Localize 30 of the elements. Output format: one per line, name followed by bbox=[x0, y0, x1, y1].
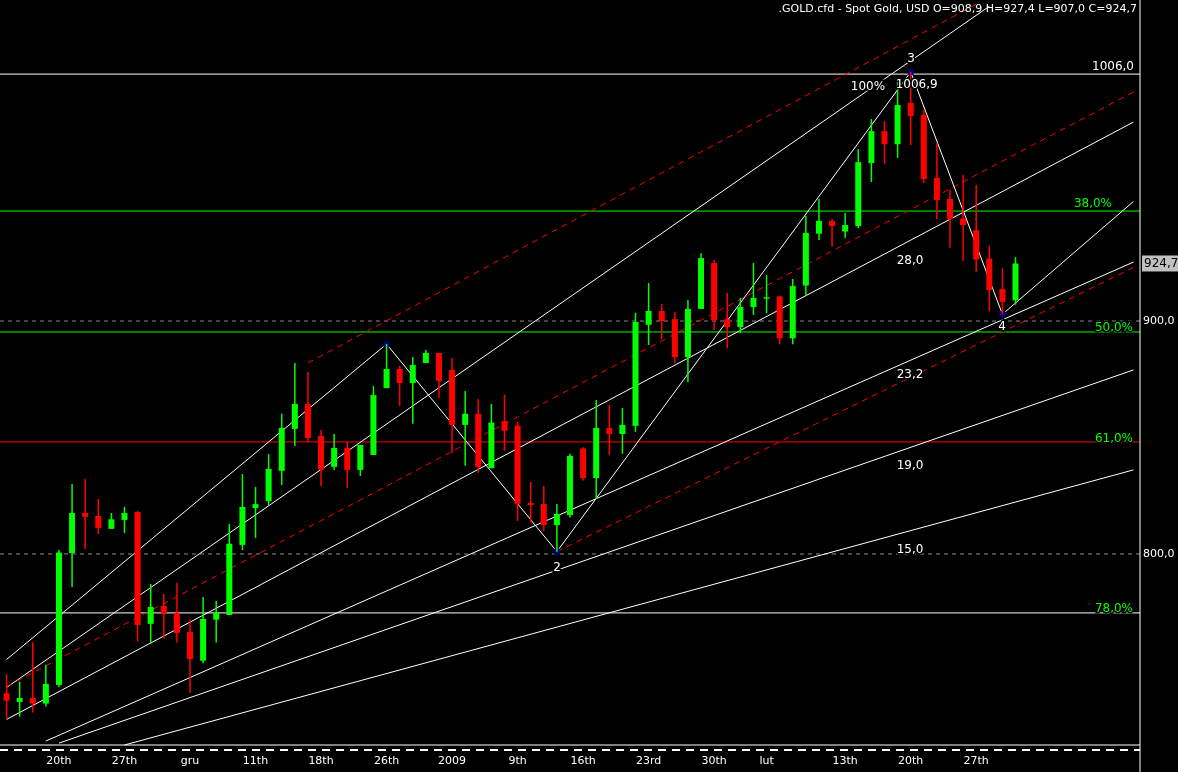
x-tick-label: 20th bbox=[898, 754, 924, 767]
y-tick-label: 900,0 bbox=[1143, 314, 1175, 328]
annotation: 2 bbox=[553, 559, 561, 574]
x-tick-label: 27th bbox=[963, 754, 989, 767]
y-tick-label: 800,0 bbox=[1143, 546, 1175, 560]
x-tick-label: 16th bbox=[570, 754, 596, 767]
x-tick-label: lut bbox=[759, 754, 775, 767]
x-tick-label: 30th bbox=[701, 754, 727, 767]
x-tick-label: 27th bbox=[111, 754, 138, 767]
chart-title: .GOLD.cfd - Spot Gold, USD O=908,9 H=927,4 L=907,0 C=924,7 bbox=[778, 2, 1137, 15]
ref-line-label: 1006,0 bbox=[1092, 59, 1134, 74]
annotation: 28,0 bbox=[896, 252, 924, 267]
x-tick-label: 20th bbox=[46, 754, 72, 767]
annotation: 23,2 bbox=[896, 366, 924, 381]
annotation: 38,0% bbox=[1073, 195, 1112, 210]
annotation: 50,0% bbox=[1094, 319, 1133, 334]
annotation: 78,0% bbox=[1094, 600, 1133, 615]
x-tick-label: 23rd bbox=[635, 754, 662, 767]
x-tick-label: gru bbox=[180, 754, 200, 767]
x-tick-label: 9th bbox=[508, 754, 527, 767]
x-tick-label: 2009 bbox=[438, 754, 467, 767]
x-tick-label: 26th bbox=[373, 754, 400, 767]
annotation: 19,0 bbox=[896, 457, 924, 472]
x-tick-label: 11th bbox=[242, 754, 269, 767]
annotation: 61,0% bbox=[1094, 430, 1133, 445]
annotation: 924,7 bbox=[1144, 256, 1178, 271]
annotation: 15,0 bbox=[896, 541, 924, 556]
annotation: 4 bbox=[998, 318, 1006, 333]
x-tick-label: 13th bbox=[832, 754, 858, 767]
x-tick-label: 18th bbox=[308, 754, 334, 767]
